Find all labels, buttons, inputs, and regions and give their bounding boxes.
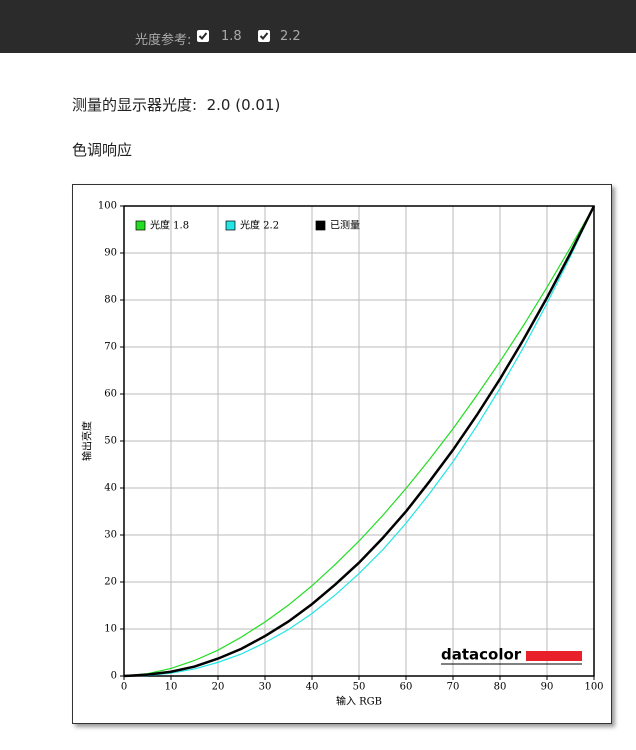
legend-label: 已测量 bbox=[330, 219, 360, 232]
x-tick-label: 70 bbox=[447, 682, 460, 693]
plot-frame bbox=[123, 205, 595, 677]
checkbox[interactable] bbox=[258, 30, 270, 42]
y-tick-label: 80 bbox=[104, 295, 117, 306]
x-tick-label: 60 bbox=[400, 682, 413, 693]
logo: datacolor bbox=[441, 646, 522, 664]
y-tick-label: 50 bbox=[104, 436, 117, 447]
measured-label: 测量的显示器光度: bbox=[72, 96, 198, 114]
legend-label: 光度 2.2 bbox=[240, 219, 279, 232]
legend-swatch bbox=[315, 220, 326, 231]
y-tick-label: 20 bbox=[104, 577, 117, 588]
legend-label: 光度 1.8 bbox=[150, 219, 189, 232]
y-tick-label: 40 bbox=[104, 483, 117, 494]
y-tick-label: 70 bbox=[104, 342, 117, 353]
logo-bar bbox=[526, 651, 582, 661]
x-tick-label: 80 bbox=[494, 682, 507, 693]
x-tick-label: 100 bbox=[584, 682, 603, 693]
x-tick-label: 20 bbox=[212, 682, 225, 693]
section-title: 色调响应 bbox=[72, 141, 133, 159]
x-tick-label: 30 bbox=[259, 682, 272, 693]
y-axis-label: 输出亮度 bbox=[81, 421, 94, 461]
x-tick-label: 50 bbox=[353, 682, 366, 693]
y-tick-label: 100 bbox=[98, 201, 117, 212]
option-label[interactable]: 2.2 bbox=[280, 29, 301, 44]
toolbar: 光度参考: 1.8 2.2 bbox=[0, 0, 636, 53]
series-line bbox=[123, 205, 595, 677]
chart-box: 0 10 20 30 40 50 60 70 80 90 100 0 10 20 30 40 50 60 70 80 9… bbox=[72, 184, 612, 724]
y-tick-label: 10 bbox=[104, 624, 117, 635]
measured-value: 2.0 (0.01) bbox=[206, 96, 281, 114]
option-label[interactable]: 1.8 bbox=[221, 29, 242, 44]
legend-swatch bbox=[135, 220, 146, 231]
chart: 0 10 20 30 40 50 60 70 80 90 100 0 10 20 30 40 50 60 70 80 9… bbox=[81, 201, 604, 708]
toolbar-label: 光度参考: bbox=[135, 33, 192, 48]
checkbox[interactable] bbox=[197, 30, 209, 42]
x-axis-label: 输入 RGB bbox=[336, 695, 382, 708]
x-tick-label: 0 bbox=[121, 682, 127, 693]
x-tick-label: 90 bbox=[541, 682, 554, 693]
legend-swatch bbox=[225, 220, 236, 231]
measured: 测量的显示器光度: 2.0 (0.01) bbox=[72, 94, 280, 115]
y-tick-label: 30 bbox=[104, 530, 117, 541]
series-line bbox=[123, 205, 596, 678]
x-tick-label: 10 bbox=[165, 682, 178, 693]
x-tick-label: 40 bbox=[306, 682, 319, 693]
y-tick-label: 0 bbox=[111, 671, 117, 682]
series-line bbox=[123, 205, 595, 677]
y-tick-label: 90 bbox=[104, 248, 117, 259]
y-tick-label: 60 bbox=[104, 389, 117, 400]
